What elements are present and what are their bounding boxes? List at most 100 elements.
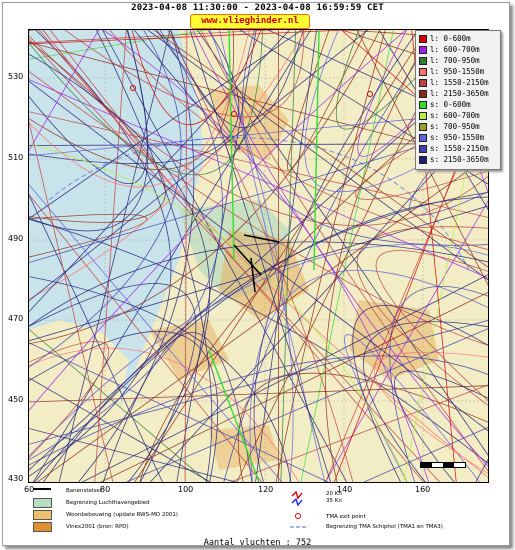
flight-track — [29, 35, 488, 226]
flight-track — [29, 79, 488, 279]
flight-track — [29, 111, 488, 218]
flight-track — [324, 200, 488, 482]
flight-track — [29, 342, 329, 482]
flight-track — [324, 30, 433, 482]
approach-track — [313, 30, 320, 271]
flight-track — [29, 205, 488, 342]
flight-track — [29, 194, 263, 482]
flight-track — [29, 428, 238, 482]
legend-item: s: 600-700m — [419, 111, 499, 121]
flight-track — [352, 305, 488, 482]
legend-tma-border: Begrenzing TMA Schiphol (TMA1 en TMA3) — [326, 524, 443, 530]
flight-track — [29, 276, 292, 482]
legend-label: s: 2150-3650m — [430, 155, 489, 164]
flight-track — [34, 196, 488, 482]
flight-track — [29, 40, 166, 223]
flight-track — [29, 70, 488, 346]
flight-track — [29, 341, 110, 459]
flight-track — [29, 30, 303, 220]
map-legend: Banenstelsel Begrenzing Luchthavengebied… — [28, 482, 487, 540]
flight-track — [102, 30, 348, 482]
flight-track — [29, 143, 408, 482]
legend-swatch — [419, 123, 427, 131]
altitude-legend: l: 0-600m l: 600-700m l: 700-950m l: 950-15… — [415, 30, 501, 170]
flight-track — [133, 30, 240, 150]
legend-label: s: 0-600m — [430, 100, 471, 109]
flight-track — [29, 30, 148, 185]
legend-item: l: 1550-2150m — [419, 78, 499, 88]
legend-swatch — [419, 134, 427, 142]
flight-track — [29, 30, 307, 300]
airport-swatch — [33, 498, 52, 508]
flight-track — [241, 30, 488, 246]
approach-track — [228, 30, 235, 261]
y-tick: 470 — [8, 314, 24, 323]
tma-exit-points — [130, 85, 373, 117]
legend-tma-exit: TMA exit point — [326, 514, 366, 520]
wind-icon — [291, 490, 303, 506]
flight-track — [131, 30, 262, 125]
flight-count: Aantal vluchten : 752 — [203, 538, 312, 548]
y-tick: 430 — [8, 474, 24, 483]
x-tick: 100 — [178, 485, 194, 494]
flight-track — [29, 53, 211, 482]
flight-track — [229, 384, 488, 482]
legend-label: l: 1550-2150m — [430, 78, 489, 87]
flight-track — [300, 30, 394, 482]
legend-label: s: 1550-2150m — [430, 144, 489, 153]
flight-track — [29, 347, 300, 482]
flight-track — [275, 30, 386, 482]
flight-track — [100, 292, 488, 482]
legend-item: l: 950-1550m — [419, 67, 499, 77]
flight-track — [29, 30, 369, 302]
flight-track — [125, 328, 488, 482]
flight-track — [29, 120, 114, 482]
flight-track — [29, 111, 488, 157]
flight-track — [29, 377, 211, 482]
legend-item: s: 700-950m — [419, 122, 499, 132]
legend-item: s: 950-1550m — [419, 133, 499, 143]
flight-track — [29, 30, 407, 412]
flight-track — [29, 30, 355, 45]
legend-vinex: Vinex2001 (bron: RPD) — [66, 524, 129, 530]
scale-bar — [420, 462, 466, 468]
flight-track — [153, 30, 488, 268]
flight-track — [280, 30, 297, 482]
legend-baanstelsel: Banenstelsel — [66, 488, 102, 494]
urban-swatch — [33, 510, 52, 520]
flight-track — [394, 370, 488, 482]
flight-track — [167, 30, 354, 482]
legend-swatch — [419, 156, 427, 164]
flight-track — [29, 30, 250, 188]
flight-track — [29, 30, 172, 477]
legend-swatch — [419, 79, 427, 87]
flight-track — [29, 30, 263, 176]
legend-item: l: 700-950m — [419, 56, 499, 66]
legend-swatch — [419, 46, 427, 54]
legend-swatch — [419, 101, 427, 109]
flight-track — [29, 143, 488, 146]
legend-label: l: 600-700m — [430, 45, 480, 54]
legend-item: s: 2150-3650m — [419, 155, 499, 165]
flight-track — [32, 30, 312, 482]
flight-track — [29, 30, 381, 345]
legend-item: s: 1550-2150m — [419, 144, 499, 154]
flight-track — [29, 30, 291, 313]
flight-track-map — [28, 29, 489, 483]
x-tick: 80 — [100, 485, 111, 494]
flight-track — [249, 269, 488, 482]
flight-track — [29, 30, 182, 368]
flight-track — [81, 274, 488, 482]
flight-track — [223, 30, 439, 482]
flight-track — [389, 286, 488, 482]
legend-label: s: 950-1550m — [430, 133, 485, 142]
site-link[interactable]: www.vlieghinder.nl — [190, 14, 310, 29]
y-tick: 510 — [8, 153, 24, 162]
approach-track — [208, 349, 260, 482]
flight-track — [29, 330, 219, 482]
flight-track — [253, 30, 419, 482]
flight-track — [29, 385, 488, 403]
runway-system — [233, 234, 280, 293]
x-tick: 140 — [337, 485, 353, 494]
flight-track — [29, 30, 278, 44]
